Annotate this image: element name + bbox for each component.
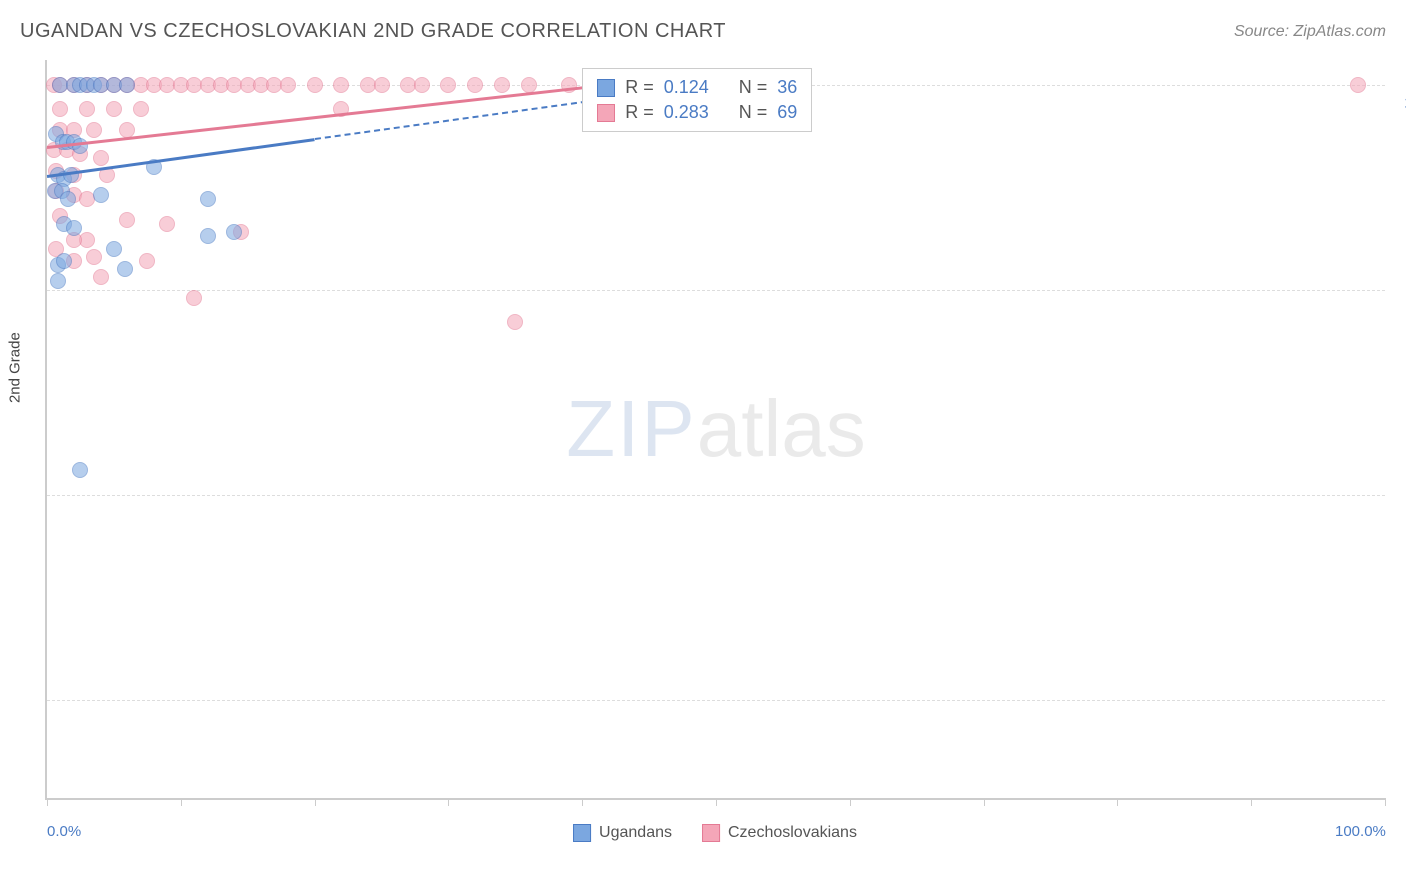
watermark-zip: ZIP (566, 384, 696, 473)
n-value: 69 (777, 102, 797, 123)
data-point (72, 462, 88, 478)
data-point (119, 122, 135, 138)
x-tick (716, 798, 717, 806)
data-point (280, 77, 296, 93)
data-point (93, 269, 109, 285)
data-point (139, 253, 155, 269)
data-point (494, 77, 510, 93)
data-point (86, 122, 102, 138)
data-point (414, 77, 430, 93)
data-point (333, 77, 349, 93)
r-value: 0.283 (664, 102, 709, 123)
watermark: ZIPatlas (566, 383, 865, 475)
gridline-h (47, 700, 1385, 701)
stats-row: R = 0.124 N = 36 (597, 75, 797, 100)
data-point (521, 77, 537, 93)
data-point (50, 273, 66, 289)
data-point (66, 220, 82, 236)
data-point (507, 314, 523, 330)
gridline-h (47, 290, 1385, 291)
data-point (93, 150, 109, 166)
bottom-legend: Ugandans Czechoslovakians (573, 824, 857, 842)
data-point (56, 253, 72, 269)
data-point (119, 77, 135, 93)
legend-swatch (597, 104, 615, 122)
n-value: 36 (777, 77, 797, 98)
data-point (226, 224, 242, 240)
legend-swatch (597, 79, 615, 97)
n-label: N = (739, 102, 768, 123)
data-point (52, 101, 68, 117)
legend-swatch (573, 824, 591, 842)
x-tick (1117, 798, 1118, 806)
data-point (117, 261, 133, 277)
legend-swatch (702, 824, 720, 842)
legend-label: Czechoslovakians (728, 824, 857, 842)
watermark-atlas: atlas (697, 384, 866, 473)
r-value: 0.124 (664, 77, 709, 98)
data-point (186, 290, 202, 306)
data-point (200, 191, 216, 207)
data-point (119, 212, 135, 228)
x-tick (315, 798, 316, 806)
x-tick (582, 798, 583, 806)
stats-row: R = 0.283 N = 69 (597, 100, 797, 125)
chart-header: UGANDAN VS CZECHOSLOVAKIAN 2ND GRADE COR… (0, 0, 1406, 53)
stats-box: R = 0.124 N = 36 R = 0.283 N = 69 (582, 68, 812, 132)
data-point (1350, 77, 1366, 93)
x-tick-label: 100.0% (1335, 823, 1386, 840)
x-tick (181, 798, 182, 806)
data-point (133, 101, 149, 117)
data-point (440, 77, 456, 93)
data-point (60, 191, 76, 207)
legend-label: Ugandans (599, 824, 672, 842)
data-point (467, 77, 483, 93)
y-axis-title: 2nd Grade (7, 332, 24, 403)
data-point (374, 77, 390, 93)
data-point (106, 101, 122, 117)
data-point (307, 77, 323, 93)
x-tick (1251, 798, 1252, 806)
x-tick (850, 798, 851, 806)
x-tick (47, 798, 48, 806)
plot-area: ZIPatlas 92.5%95.0%97.5%100.0%0.0%100.0%… (45, 60, 1385, 800)
gridline-h (47, 495, 1385, 496)
legend-item: Czechoslovakians (702, 824, 857, 842)
data-point (79, 101, 95, 117)
source-label: Source: ZipAtlas.com (1234, 23, 1386, 41)
legend-item: Ugandans (573, 824, 672, 842)
data-point (159, 216, 175, 232)
r-label: R = (625, 77, 654, 98)
data-point (93, 187, 109, 203)
x-tick (448, 798, 449, 806)
x-tick-label: 0.0% (47, 823, 81, 840)
r-label: R = (625, 102, 654, 123)
x-tick (1385, 798, 1386, 806)
chart-area: 2nd Grade ZIPatlas 92.5%95.0%97.5%100.0%… (45, 60, 1385, 800)
data-point (106, 241, 122, 257)
x-tick (984, 798, 985, 806)
chart-title: UGANDAN VS CZECHOSLOVAKIAN 2ND GRADE COR… (20, 20, 726, 43)
data-point (86, 249, 102, 265)
n-label: N = (739, 77, 768, 98)
data-point (200, 228, 216, 244)
data-point (72, 138, 88, 154)
